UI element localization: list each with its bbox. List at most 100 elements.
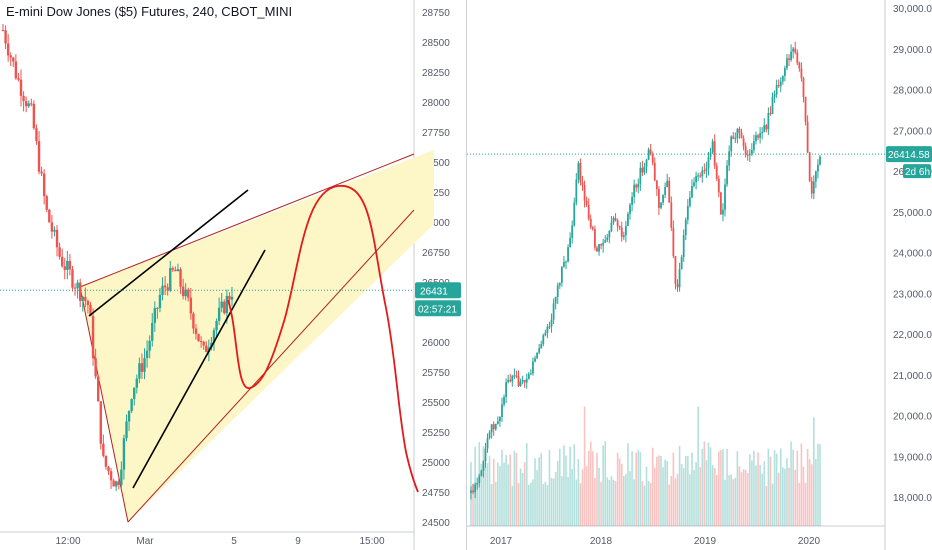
candle-body: [581, 182, 584, 186]
volume-bar: [779, 448, 782, 526]
volume-bar: [744, 469, 747, 526]
left-chart-pane[interactable]: 2450024750250002525025500257502600026250…: [0, 0, 466, 550]
candle-body: [627, 213, 629, 226]
candle-body: [808, 152, 811, 182]
candle-body: [81, 296, 84, 301]
candle-body: [602, 242, 605, 246]
volume-bar: [680, 463, 683, 526]
volume-bar: [759, 465, 761, 526]
y-tick-label: 24500: [422, 518, 450, 529]
y-tick-label: 27,000.00: [893, 126, 932, 137]
candle-body: [579, 162, 582, 183]
candle-body: [722, 209, 724, 215]
candle-body: [765, 125, 768, 130]
upper-trend-line: [88, 189, 249, 317]
x-tick-label: 15:00: [359, 536, 384, 547]
volume-bar: [637, 450, 640, 526]
candle-body: [4, 30, 7, 44]
candle-body: [697, 175, 700, 177]
candle-body: [688, 197, 691, 207]
candle-body: [117, 481, 120, 485]
volume-bar: [713, 467, 716, 526]
volume-bar: [505, 455, 507, 526]
candle-body: [637, 183, 640, 188]
volume-bar: [472, 483, 474, 526]
dow-weekly-chart[interactable]: 18,000.00 19,000.00 20,000.00 21,000.00 22,0…: [467, 0, 932, 550]
candle-body: [738, 128, 741, 133]
volume-bar: [569, 446, 571, 526]
volume-bar: [503, 462, 505, 526]
candle-body: [779, 81, 782, 87]
candle-body: [616, 220, 619, 227]
candle-body: [515, 375, 518, 377]
candle-body: [670, 202, 673, 228]
candle-body: [525, 378, 528, 383]
candle-body: [732, 136, 735, 139]
y-tick-label: 25500: [422, 398, 450, 409]
price-tag: [415, 282, 461, 299]
volume-bar: [620, 463, 623, 526]
candle-body: [641, 167, 644, 173]
volume-bar: [755, 465, 757, 526]
candle-body: [97, 376, 100, 402]
candle-body: [678, 269, 681, 288]
volume-bar: [589, 441, 592, 526]
candle-body: [58, 247, 61, 257]
candle-body: [730, 136, 733, 152]
lower-trend-line: [132, 249, 266, 489]
candle-body: [676, 284, 679, 288]
volume-bar: [530, 482, 532, 526]
volume-bar: [629, 471, 631, 526]
candle-body: [135, 378, 138, 388]
candle-body: [494, 423, 497, 430]
candle-body: [48, 209, 51, 223]
candle-body: [73, 287, 77, 289]
candle-body: [612, 217, 615, 223]
candle-body: [672, 227, 675, 257]
candle-body: [802, 78, 805, 97]
volume-bar: [687, 456, 689, 526]
volume-bar: [670, 475, 673, 526]
candle-body: [102, 443, 105, 456]
volume-bar: [734, 477, 737, 526]
candle-body: [540, 344, 543, 349]
volume-bar: [682, 468, 685, 526]
volume-bar: [476, 483, 478, 526]
volume-bar: [567, 476, 569, 526]
candle-body: [474, 484, 477, 493]
candle-body: [37, 141, 41, 172]
candle-body: [655, 180, 658, 190]
candle-body: [212, 330, 216, 343]
volume-bar: [691, 452, 693, 526]
volume-bar: [651, 447, 654, 526]
volume-bar: [509, 454, 512, 526]
candle-body: [228, 295, 231, 300]
candle-body: [60, 256, 64, 267]
volume-bar: [786, 458, 788, 526]
candle-body: [22, 95, 25, 102]
candle-body: [598, 244, 600, 252]
candle-body: [527, 373, 530, 379]
volume-bar: [788, 467, 790, 526]
volume-bar: [521, 472, 524, 526]
y-tick-label: 27000: [422, 218, 450, 229]
right-chart-pane[interactable]: 18,000.00 19,000.00 20,000.00 21,000.00 22,0…: [466, 0, 932, 550]
candle-body: [127, 411, 131, 422]
volume-bar: [525, 443, 528, 526]
candle-body: [76, 282, 79, 289]
y-tick-label: 23,000.00: [893, 289, 932, 300]
candle-body: [488, 432, 491, 438]
volume-bar: [625, 474, 627, 526]
candle-body: [600, 244, 603, 246]
volume-bar: [748, 454, 751, 526]
volume-bar: [606, 477, 609, 526]
dow-futures-4h-chart[interactable]: 2450024750250002525025500257502600026250…: [0, 0, 466, 550]
candle-body: [701, 170, 704, 177]
volume-bar: [804, 482, 807, 526]
price-tag: [886, 146, 932, 163]
price-tag-label: 26431: [420, 286, 448, 297]
volume-bar: [647, 481, 650, 526]
candle-body: [629, 204, 631, 214]
candle-body: [777, 85, 780, 87]
volume-bar: [542, 484, 545, 526]
